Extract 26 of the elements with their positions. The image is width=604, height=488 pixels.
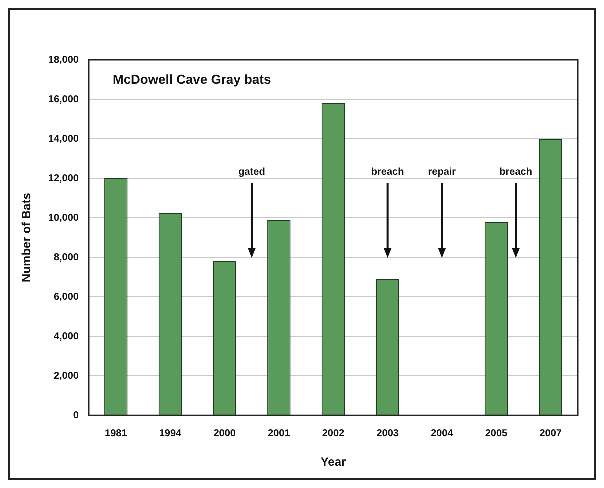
- x-tick-label: 1994: [159, 428, 182, 440]
- y-tick-label: 10,000: [48, 212, 80, 224]
- text: McDowell Cave Gray bats: [112, 72, 272, 88]
- annotation: breach: [371, 167, 404, 178]
- x-tick-label: 2007: [540, 428, 562, 440]
- y-tick-label: 16,000: [48, 94, 80, 106]
- x-axis-title: Year: [320, 455, 347, 470]
- annotation: gated: [238, 167, 266, 178]
- y-tick-label: 18,000: [48, 54, 80, 66]
- y-tick-label: 8,000: [54, 252, 80, 264]
- x-tick-label: 2000: [214, 428, 236, 440]
- y-tick-label: 4,000: [54, 331, 80, 342]
- x-tick-label: 2001: [268, 428, 291, 440]
- annotation: repair: [428, 167, 456, 178]
- y-tick-label: 2,000: [54, 370, 80, 382]
- y-axis-title: Number of Bats: [20, 192, 34, 282]
- y-tick-label: 12,000: [48, 173, 80, 184]
- y-tick-label: 0: [73, 410, 80, 422]
- x-tick-label: 2003: [376, 428, 400, 440]
- x-tick-label: 2002: [322, 428, 346, 440]
- y-tick-label: 6,000: [54, 292, 80, 303]
- annotation: breach: [500, 167, 532, 178]
- x-tick-label: 2005: [485, 428, 508, 440]
- x-tick-label: 2004: [431, 428, 454, 440]
- x-tick-label: 1981: [105, 428, 128, 440]
- y-tick-label: 14,000: [48, 134, 80, 145]
